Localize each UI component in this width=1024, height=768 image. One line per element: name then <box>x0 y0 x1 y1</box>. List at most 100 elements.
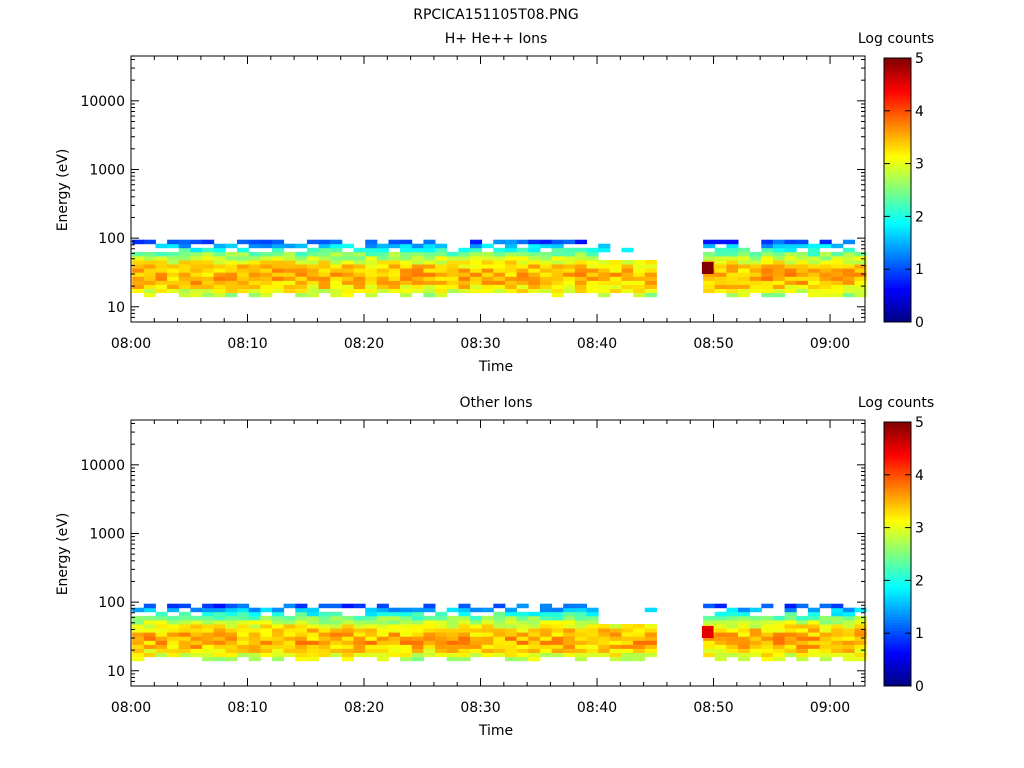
heatmap-cell <box>435 284 448 289</box>
heatmap-cell <box>260 284 273 289</box>
heatmap-cell <box>807 652 820 658</box>
heatmap-cell <box>237 256 250 261</box>
heatmap-cell <box>481 648 494 653</box>
heatmap-cell <box>621 247 634 253</box>
heatmap-cell <box>842 652 855 658</box>
heatmap-cell <box>773 256 786 261</box>
heatmap-cell <box>703 284 716 289</box>
heatmap-cell <box>598 268 611 273</box>
heatmap-cell <box>365 288 378 294</box>
heatmap-cell <box>295 640 308 645</box>
colorbar-segment <box>884 131 911 135</box>
colorbar-segment <box>884 126 911 130</box>
heatmap-cell <box>202 260 215 265</box>
heatmap-cell <box>435 615 448 621</box>
heatmap-cell <box>761 632 774 637</box>
heatmap-cell <box>609 624 622 629</box>
heatmap-cell <box>714 644 727 649</box>
heatmap-cell <box>446 632 459 637</box>
heatmap-cell <box>598 292 611 298</box>
colorbar-tick-label: 3 <box>915 521 924 537</box>
colorbar-segment <box>884 113 911 117</box>
colorbar-segment <box>884 142 911 146</box>
colorbar-segment <box>884 422 911 425</box>
heatmap-cell <box>831 243 844 249</box>
colorbar-label: Log counts <box>858 395 934 411</box>
heatmap-cell <box>283 284 296 289</box>
colorbar-segment <box>884 461 911 465</box>
heatmap-cell <box>306 260 319 265</box>
colorbar-segment <box>884 517 911 520</box>
heatmap-cell <box>446 260 459 265</box>
heatmap-cell <box>644 276 657 281</box>
heatmap-cell <box>563 247 576 253</box>
heatmap-cell <box>248 292 261 298</box>
x-tick-label: 08:40 <box>577 700 617 716</box>
heatmap-cell <box>598 260 611 265</box>
heatmap-cell <box>411 276 424 281</box>
heatmap-cell <box>446 644 459 649</box>
heatmap-cell <box>703 640 716 645</box>
heatmap-cell <box>283 640 296 645</box>
colorbar-segment <box>884 464 911 468</box>
heatmap-cell <box>749 256 762 261</box>
heatmap-cell <box>761 256 774 261</box>
heatmap-cell <box>563 288 576 294</box>
heatmap-cell <box>365 624 378 629</box>
heatmap-cell <box>528 288 541 294</box>
heatmap-cell <box>411 615 424 621</box>
y-tick-label: 10 <box>107 664 125 680</box>
heatmap-cell <box>714 284 727 289</box>
heatmap-cell <box>353 603 366 609</box>
heatmap-cell <box>318 620 331 625</box>
heatmap-cell <box>481 607 494 613</box>
colorbar-segment <box>884 285 911 288</box>
heatmap-cell <box>738 292 751 298</box>
heatmap-cell <box>842 260 855 265</box>
heatmap-cell <box>516 256 529 261</box>
colorbar-tick-label: 4 <box>915 468 924 484</box>
heatmap-cell <box>411 644 424 649</box>
heatmap-cell <box>842 624 855 629</box>
heatmap-cell <box>388 640 401 645</box>
colorbar-segment <box>884 577 911 581</box>
heatmap-cell <box>551 624 564 629</box>
heatmap-cell <box>353 640 366 645</box>
heatmap-cell <box>493 280 506 285</box>
heatmap-cell <box>854 640 867 645</box>
colorbar-segment <box>884 266 911 270</box>
heatmap-cell <box>423 644 436 649</box>
heatmap-cell <box>633 292 646 298</box>
heatmap-cell <box>470 652 483 658</box>
heatmap-cell <box>178 644 191 649</box>
heatmap-cell <box>773 620 786 625</box>
heatmap-cell <box>505 636 518 641</box>
heatmap-cell <box>400 611 413 617</box>
colorbar-segment <box>884 472 911 476</box>
heatmap-cell <box>155 264 168 269</box>
heatmap-cell <box>807 247 820 253</box>
colorbar-frame <box>883 421 912 687</box>
heatmap-cell <box>400 640 413 645</box>
heatmap-cell <box>167 632 180 637</box>
heatmap-cell <box>225 607 238 613</box>
heatmap-cell <box>551 260 564 265</box>
heatmap-cell <box>341 280 354 285</box>
heatmap-cell <box>283 628 296 633</box>
heatmap-cell <box>458 644 471 649</box>
colorbar-segment <box>884 205 911 209</box>
heatmap-cell <box>598 640 611 645</box>
colorbar-segment <box>884 213 911 217</box>
colorbar-segment <box>884 466 911 470</box>
heatmap-cell <box>784 624 797 629</box>
plot-axes: 08:00 08:10 08:20 08:30 08:40 08:50 09:0010100… <box>80 419 866 716</box>
heatmap-cell <box>714 620 727 625</box>
heatmap-cell <box>435 264 448 269</box>
colorbar-tick-label: 0 <box>915 679 924 695</box>
heatmap-cell <box>842 276 855 281</box>
heatmap-cell <box>190 256 203 261</box>
heatmap-cell <box>528 652 541 658</box>
heatmap-cell <box>470 636 483 641</box>
heatmap-cell <box>505 272 518 277</box>
heatmap-cell <box>237 268 250 273</box>
